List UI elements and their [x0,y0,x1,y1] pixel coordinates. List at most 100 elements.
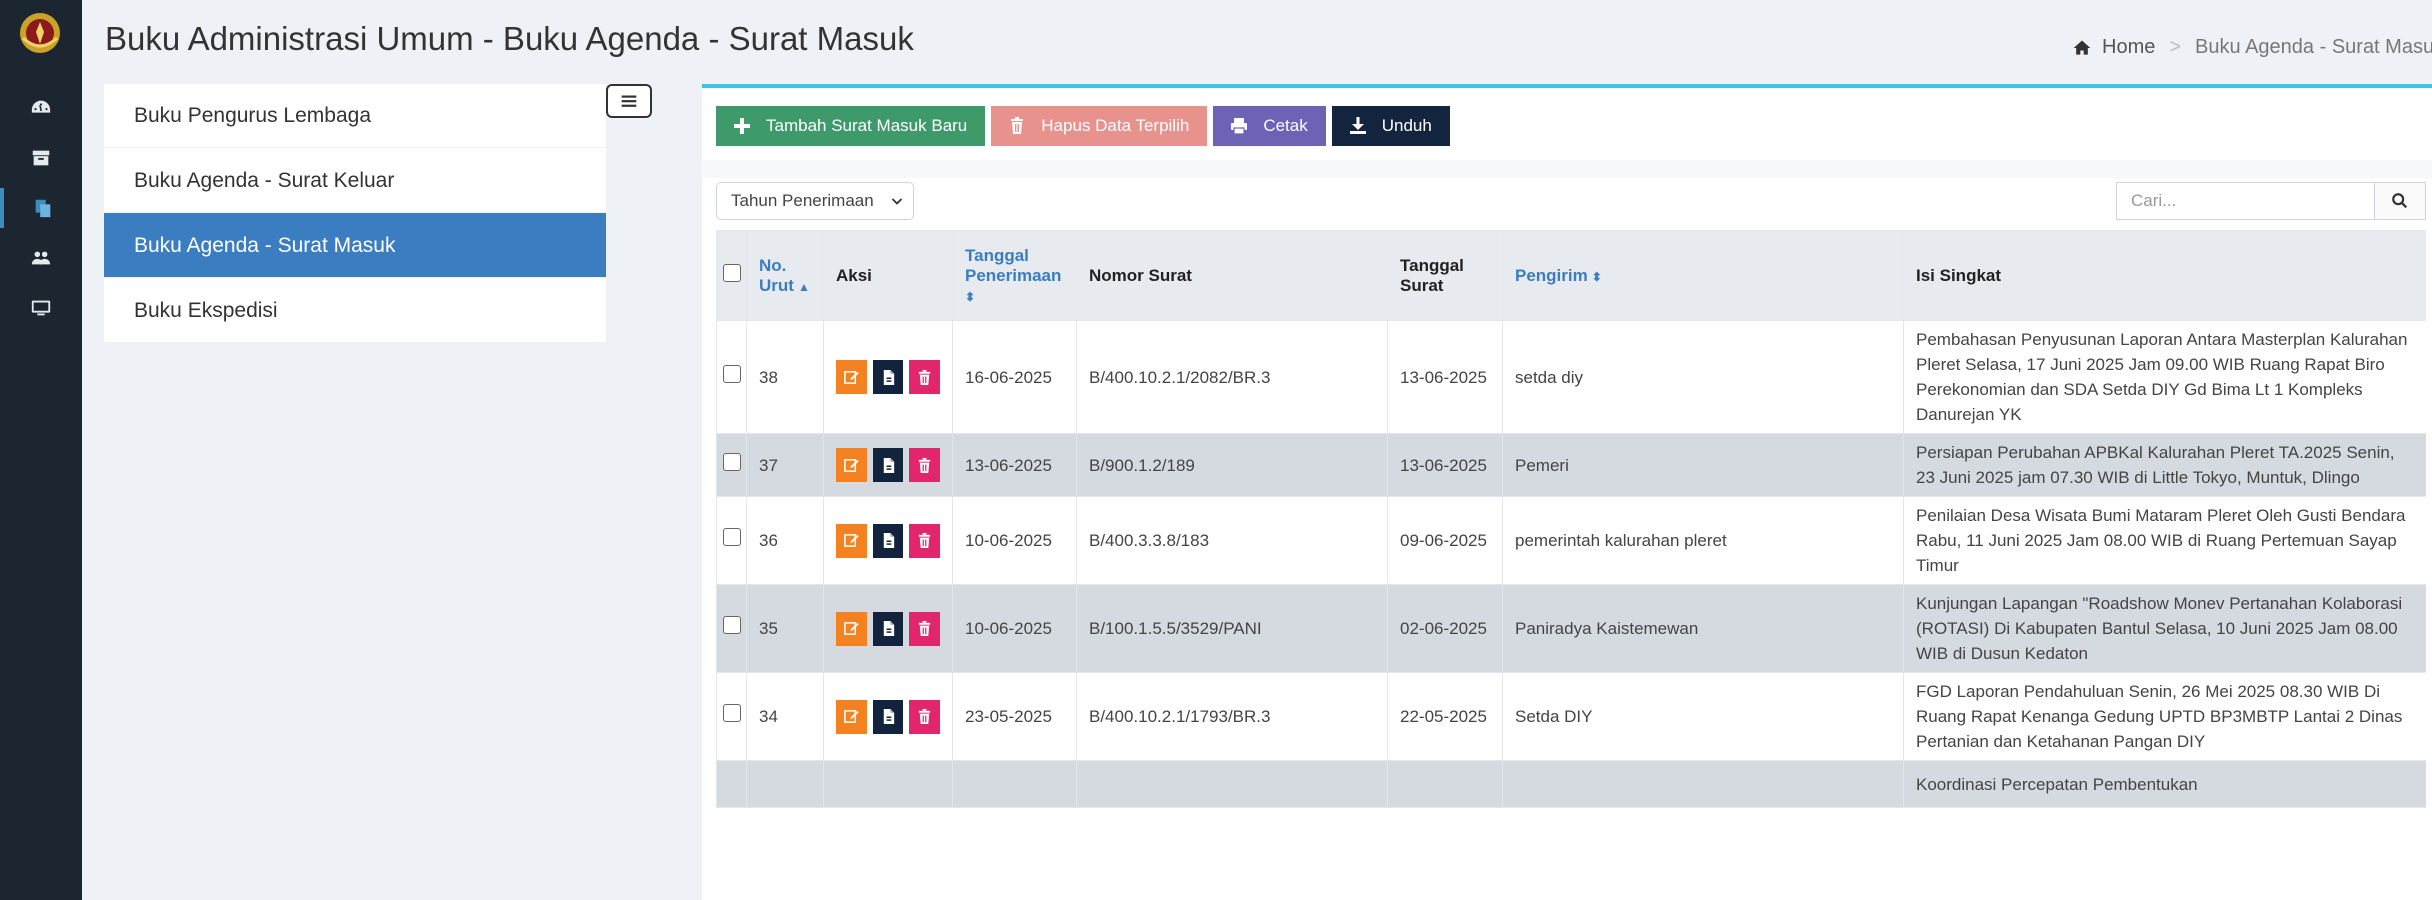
print-label: Cetak [1263,116,1308,135]
row-nomor-surat: B/400.10.2.1/2082/BR.3 [1076,320,1388,434]
row-isi-singkat: Pembahasan Penyusunan Laporan Antara Mas… [1903,320,2426,434]
delete-button[interactable] [909,611,941,646]
plus-icon [734,118,750,134]
download-label: Unduh [1381,116,1432,135]
row-checkbox[interactable] [723,528,741,546]
row-actions [823,320,953,434]
emblem-logo[interactable] [15,8,65,58]
row-checkbox[interactable] [723,452,741,471]
sort-asc-icon: ▲ [797,279,810,294]
row-select-cell [716,584,747,673]
header-isi-singkat: Isi Singkat [1903,230,2426,321]
header-no-urut[interactable]: No. Urut ▲ [746,230,824,321]
view-document-button[interactable] [872,360,904,394]
row-tanggal-penerimaan: 23-05-2025 [952,672,1077,761]
table-header-row: No. Urut ▲ Aksi Tanggal Penerimaan ⬍ Nomor… [716,230,2426,321]
toolbar: Tambah Surat Masuk Baru Hapus Data Terpi… [716,106,1450,146]
archive-icon[interactable] [0,138,82,178]
row-nomor-surat: B/400.10.2.1/1793/BR.3 [1076,672,1388,761]
delete-button[interactable] [909,448,941,482]
row-isi-singkat: Penilaian Desa Wisata Bumi Mataram Plere… [1903,496,2426,585]
breadcrumb-home[interactable]: Home [2102,36,2156,58]
row-pengirim: Setda DIY [1502,672,1904,761]
submenu-item-surat-masuk[interactable]: Buku Agenda - Surat Masuk [104,213,606,278]
dashboard-icon[interactable] [0,88,82,128]
row-no-urut: 34 [746,672,824,761]
row-checkbox[interactable] [723,704,741,722]
view-document-button[interactable] [872,523,904,558]
row-checkbox[interactable] [723,364,741,383]
row-nomor-surat: B/100.1.5.5/3529/PANI [1076,584,1388,673]
document-icon [883,457,894,473]
delete-selected-label: Hapus Data Terpilih [1041,116,1190,135]
add-letter-button[interactable]: Tambah Surat Masuk Baru [716,106,986,146]
users-icon[interactable] [0,238,82,278]
trash-icon [919,708,931,725]
edit-icon [843,370,859,384]
print-button[interactable]: Cetak [1213,106,1326,146]
edit-button[interactable] [836,699,867,734]
home-icon [2073,40,2091,55]
row-pengirim: setda diy [1502,320,1904,434]
row-pengirim: Pemeri [1502,433,1904,497]
edit-icon [843,622,859,635]
row-no-urut: 36 [746,496,824,585]
letters-table-wrapper: No. Urut ▲ Aksi Tanggal Penerimaan ⬍ Nomor… [716,230,2426,900]
row-tanggal-penerimaan: 10-06-2025 [952,496,1077,585]
edit-button[interactable] [836,360,867,394]
select-all-cell [716,230,747,321]
monitor-icon[interactable] [0,288,82,328]
sort-icon: ⬍ [965,289,976,304]
page-title: Buku Administrasi Umum - Buku Agenda - S… [105,20,914,57]
edit-button[interactable] [836,448,867,482]
row-isi-singkat: FGD Laporan Pendahuluan Senin, 26 Mei 20… [1903,672,2426,761]
table-row: 38 16-06-2025 B/400.10.2.1/2082/BR.3 13-… [716,320,2426,434]
table-body: 38 16-06-2025 B/400.10.2.1/2082/BR.3 13-… [716,320,2426,808]
delete-button[interactable] [909,523,941,558]
row-nomor-surat: B/900.1.2/189 [1076,433,1388,497]
row-tanggal-penerimaan: 16-06-2025 [952,320,1077,434]
trash-icon [919,532,931,549]
documents-icon[interactable] [0,188,82,228]
delete-selected-button[interactable]: Hapus Data Terpilih [991,106,1208,146]
edit-icon [843,534,859,547]
table-row: 37 13-06-2025 B/900.1.2/189 13-06-2025 P… [716,433,2426,497]
header-tanggal-penerimaan-label: Tanggal Penerimaan [965,245,1062,285]
left-rail [0,0,82,900]
submenu-item-surat-keluar[interactable]: Buku Agenda - Surat Keluar [104,148,606,213]
row-no-urut: 37 [746,433,824,497]
search-input[interactable] [2116,182,2374,220]
row-select-cell [716,496,747,585]
header-pengirim[interactable]: Pengirim ⬍ [1502,230,1904,321]
chevron-down-icon [891,198,903,205]
year-select[interactable]: Tahun Penerimaan [716,182,914,220]
row-no-urut: 35 [746,584,824,673]
search-button[interactable] [2374,182,2426,220]
submenu-item-ekspedisi[interactable]: Buku Ekspedisi [104,278,606,343]
table-row: Koordinasi Percepatan Pembentukan [716,760,2426,808]
row-tanggal-surat: 22-05-2025 [1387,672,1503,761]
edit-button[interactable] [836,523,867,558]
trash-icon [1011,117,1024,134]
view-document-button[interactable] [872,611,904,646]
view-document-button[interactable] [872,699,904,734]
row-isi-singkat: Persiapan Perubahan APBKal Kalurahan Ple… [1903,433,2426,497]
select-all-checkbox[interactable] [723,264,741,282]
row-tanggal-penerimaan: 10-06-2025 [952,584,1077,673]
edit-button[interactable] [836,611,867,646]
download-button[interactable]: Unduh [1331,106,1450,146]
row-pengirim: pemerintah kalurahan pleret [1502,496,1904,585]
header-tanggal-penerimaan[interactable]: Tanggal Penerimaan ⬍ [952,230,1077,321]
submenu-item-pengurus-lembaga[interactable]: Buku Pengurus Lembaga [104,84,606,148]
menu-toggle-button[interactable] [606,84,652,118]
download-icon [1349,117,1366,134]
trash-icon [919,369,931,385]
delete-button[interactable] [909,699,941,734]
table-row: 36 10-06-2025 B/400.3.3.8/183 09-06-2025… [716,496,2426,585]
view-document-button[interactable] [872,448,904,482]
header-nomor-surat: Nomor Surat [1076,230,1388,321]
row-tanggal-surat [1387,760,1503,808]
delete-button[interactable] [909,360,941,394]
table-row: 34 23-05-2025 B/400.10.2.1/1793/BR.3 22-… [716,672,2426,761]
row-checkbox[interactable] [723,616,741,634]
